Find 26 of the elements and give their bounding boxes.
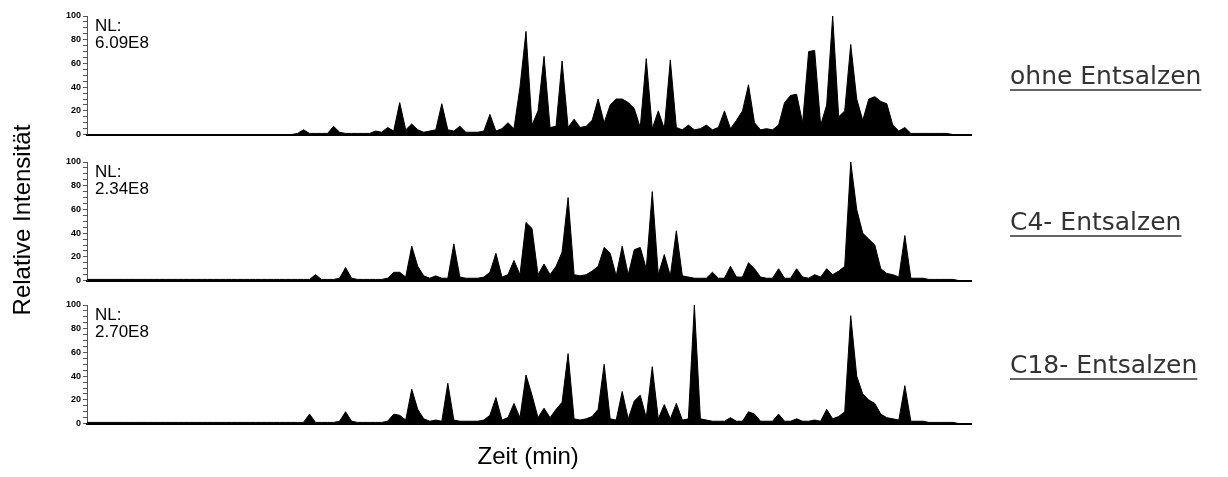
y-tick-label: 60 [70,203,81,214]
y-tick-label: 80 [70,34,81,45]
y-tick-label: 20 [70,394,81,405]
y-tick-label: 20 [70,251,81,262]
y-tick-label: 100 [65,156,81,167]
y-tick-label: 100 [65,10,81,21]
x-axis-title: Zeit (min) [477,442,579,470]
annotation: NL: 2.70E8 [95,305,149,342]
y-tick-label: 0 [75,275,81,286]
y-tick-label: 80 [70,180,81,191]
y-tick-label: 0 [75,129,81,140]
y-tick-label: 60 [70,57,81,68]
y-tick-label: 80 [70,323,81,334]
text: C18- Entsalzen [1010,350,1198,379]
y-tick-label: 40 [70,227,81,238]
annotation: NL: 6.09E8 [95,16,149,53]
annotation: NL: 2.34E8 [95,162,149,199]
y-axis-title: Relative Intensität [7,124,36,316]
y-tick-label: 20 [70,105,81,116]
text: ohne Entsalzen [1010,61,1202,90]
y-tick-label: 40 [70,81,81,92]
y-tick-label: 100 [65,299,81,310]
y-tick-label: 40 [70,370,81,381]
text: C4- Entsalzen [1010,207,1182,236]
y-tick-label: 0 [75,418,81,429]
y-tick-label: 60 [70,346,81,357]
